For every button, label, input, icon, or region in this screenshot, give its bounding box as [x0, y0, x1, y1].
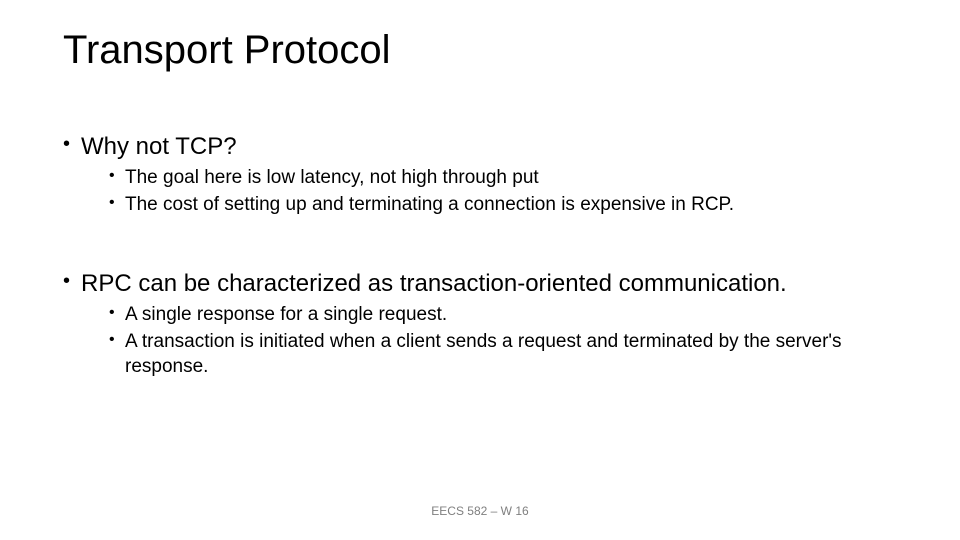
bullet-text: A single response for a single request.: [125, 304, 447, 325]
bullet-list-lvl2: The goal here is low latency, not high t…: [81, 166, 900, 217]
bullet-list-lvl1: RPC can be characterized as transaction-…: [63, 269, 900, 379]
spacer: [63, 223, 900, 269]
bullet-lvl1: Why not TCP? The goal here is low latenc…: [63, 132, 900, 217]
bullet-list-lvl2: A single response for a single request. …: [81, 303, 900, 379]
bullet-text: The cost of setting up and terminating a…: [125, 194, 734, 215]
bullet-lvl1: RPC can be characterized as transaction-…: [63, 269, 900, 379]
bullet-list-lvl1: Why not TCP? The goal here is low latenc…: [63, 132, 900, 217]
bullet-text: A transaction is initiated when a client…: [125, 331, 842, 377]
bullet-text: The goal here is low latency, not high t…: [125, 167, 539, 188]
bullet-lvl2: A single response for a single request.: [109, 303, 900, 328]
slide-title: Transport Protocol: [63, 28, 391, 73]
slide: Transport Protocol Why not TCP? The goal…: [0, 0, 960, 540]
slide-body: Why not TCP? The goal here is low latenc…: [63, 132, 900, 385]
slide-footer: EECS 582 – W 16: [0, 504, 960, 518]
bullet-text: Why not TCP?: [81, 133, 237, 160]
bullet-lvl2: The cost of setting up and terminating a…: [109, 193, 900, 218]
bullet-lvl2: A transaction is initiated when a client…: [109, 330, 900, 379]
bullet-lvl2: The goal here is low latency, not high t…: [109, 166, 900, 191]
bullet-text: RPC can be characterized as transaction-…: [81, 270, 787, 297]
